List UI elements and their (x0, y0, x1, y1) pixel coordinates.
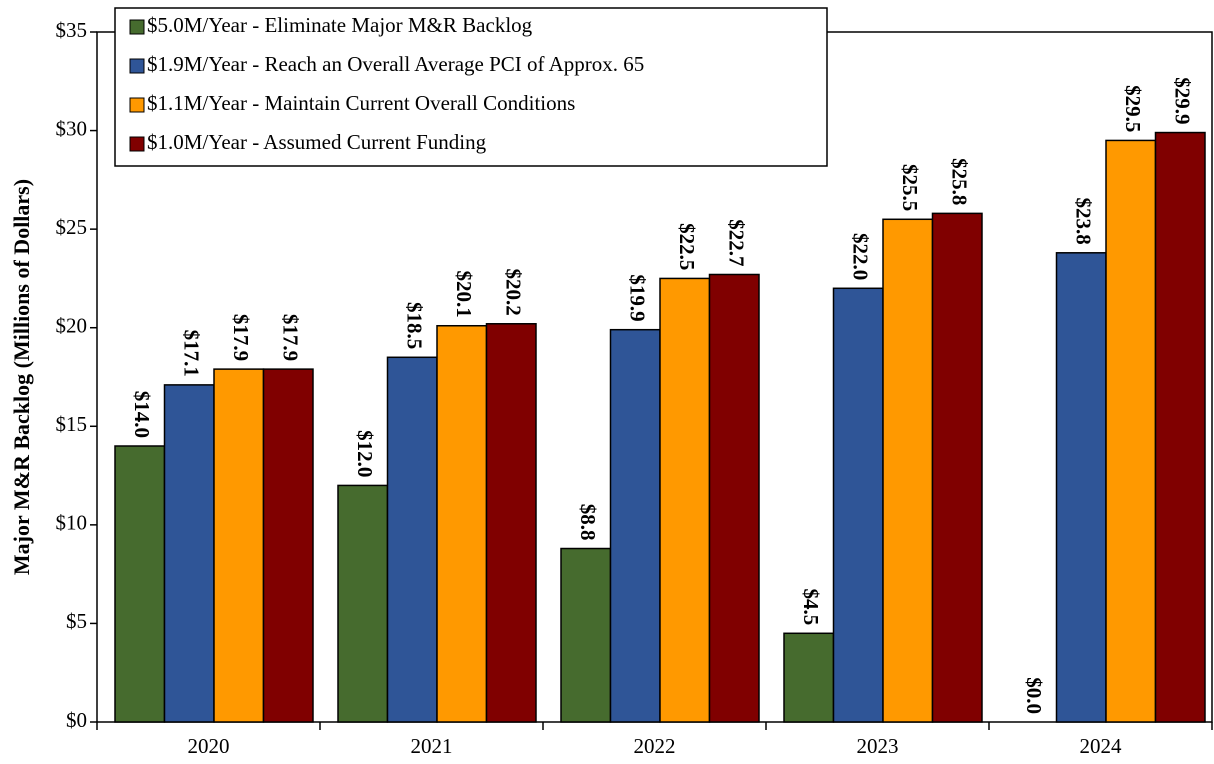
x-tick-label: 2020 (188, 734, 230, 758)
y-tick-label: $30 (56, 116, 88, 140)
legend-box (114, 7, 828, 167)
bar (1105, 139, 1157, 723)
y-tick-label: $25 (56, 215, 88, 239)
value-label: $25.5 (898, 164, 922, 211)
value-label: $17.9 (278, 314, 302, 361)
bar (1154, 131, 1206, 723)
y-tick-label: $15 (56, 412, 88, 436)
value-label: $29.9 (1170, 77, 1194, 124)
bar (609, 328, 661, 723)
y-axis-label: Major M&R Backlog (Millions of Dollars) (9, 179, 34, 575)
value-label: $18.5 (402, 302, 426, 349)
value-label: $17.1 (179, 330, 203, 377)
legend-swatch (129, 58, 145, 74)
value-label: $20.1 (452, 270, 476, 317)
value-label: $0.0 (1022, 677, 1046, 714)
bar (262, 368, 314, 723)
x-tick-label: 2024 (1080, 734, 1123, 758)
value-label: $22.5 (675, 223, 699, 270)
value-label: $19.9 (625, 274, 649, 321)
value-label: $12.0 (353, 430, 377, 477)
x-tick-label: 2022 (634, 734, 676, 758)
value-label: $4.5 (799, 589, 823, 626)
bar (882, 218, 934, 723)
value-label: $29.5 (1121, 85, 1145, 132)
value-label: $14.0 (130, 391, 154, 438)
y-tick-label: $20 (56, 314, 88, 338)
bar (1055, 252, 1107, 723)
bar (708, 273, 760, 723)
legend-label: $1.9M/Year - Reach an Overall Average PC… (147, 52, 644, 76)
legend-swatch (129, 19, 145, 35)
legend-label: $5.0M/Year - Eliminate Major M&R Backlog (147, 13, 533, 37)
legend-swatch (129, 97, 145, 113)
bar (213, 368, 265, 723)
legend-label: $1.1M/Year - Maintain Current Overall Co… (147, 91, 575, 115)
bar (485, 323, 537, 723)
bar (659, 277, 711, 723)
y-tick-label: $35 (56, 18, 88, 42)
value-label: $8.8 (576, 504, 600, 541)
bar (783, 632, 835, 723)
value-label: $23.8 (1071, 198, 1095, 245)
bar (163, 384, 215, 723)
bar (832, 287, 884, 723)
value-label: $25.8 (947, 158, 971, 205)
bar (386, 356, 438, 723)
bar (114, 445, 166, 723)
y-tick-label: $0 (66, 708, 87, 732)
x-tick-label: 2021 (411, 734, 453, 758)
value-label: $22.0 (848, 233, 872, 280)
legend-swatch (129, 136, 145, 152)
value-label: $22.7 (724, 219, 748, 266)
bar (337, 484, 389, 723)
y-tick-label: $10 (56, 511, 88, 535)
value-label: $20.2 (501, 269, 525, 316)
legend-label: $1.0M/Year - Assumed Current Funding (147, 130, 487, 154)
bar (560, 547, 612, 723)
x-tick-label: 2023 (857, 734, 899, 758)
bar (436, 324, 488, 723)
y-tick-label: $5 (66, 609, 87, 633)
value-label: $17.9 (229, 314, 253, 361)
bar (931, 212, 983, 723)
